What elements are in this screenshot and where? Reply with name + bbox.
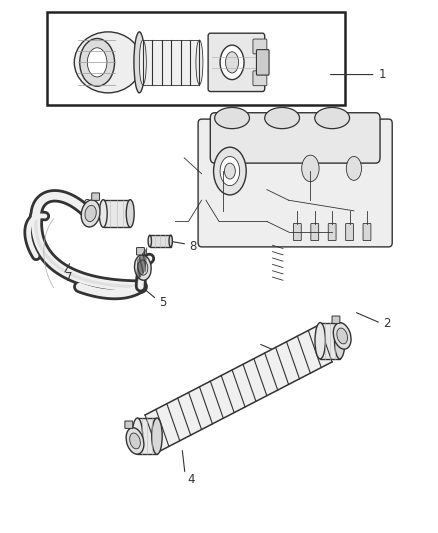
- Ellipse shape: [148, 235, 152, 247]
- Text: 1: 1: [378, 68, 386, 81]
- FancyBboxPatch shape: [137, 247, 145, 255]
- Bar: [47, 12, 345, 105]
- Ellipse shape: [346, 157, 361, 180]
- Ellipse shape: [333, 323, 351, 349]
- FancyBboxPatch shape: [346, 223, 353, 240]
- Bar: [150, 235, 171, 247]
- Ellipse shape: [99, 200, 107, 227]
- Ellipse shape: [315, 322, 325, 359]
- Ellipse shape: [87, 48, 107, 77]
- Ellipse shape: [80, 38, 115, 86]
- FancyBboxPatch shape: [210, 113, 380, 163]
- Ellipse shape: [196, 40, 203, 85]
- Ellipse shape: [74, 32, 142, 93]
- FancyBboxPatch shape: [208, 33, 265, 92]
- Text: 4: 4: [187, 473, 194, 486]
- Ellipse shape: [169, 235, 173, 247]
- FancyBboxPatch shape: [332, 316, 340, 324]
- FancyBboxPatch shape: [125, 421, 133, 429]
- Ellipse shape: [139, 40, 146, 85]
- Ellipse shape: [302, 155, 319, 182]
- FancyBboxPatch shape: [293, 223, 301, 240]
- Ellipse shape: [215, 108, 250, 128]
- Ellipse shape: [134, 32, 145, 93]
- Polygon shape: [145, 325, 332, 452]
- FancyBboxPatch shape: [92, 193, 99, 200]
- Text: 6: 6: [82, 198, 90, 211]
- Ellipse shape: [265, 108, 300, 128]
- Ellipse shape: [337, 328, 347, 344]
- Ellipse shape: [126, 200, 134, 227]
- FancyBboxPatch shape: [253, 71, 267, 86]
- Ellipse shape: [220, 45, 244, 79]
- Ellipse shape: [226, 52, 239, 73]
- Bar: [320, 322, 340, 359]
- FancyBboxPatch shape: [311, 223, 319, 240]
- Ellipse shape: [335, 322, 345, 359]
- Bar: [138, 418, 157, 454]
- Text: 2: 2: [383, 317, 390, 330]
- Ellipse shape: [85, 205, 96, 222]
- Ellipse shape: [134, 255, 151, 280]
- Ellipse shape: [81, 200, 100, 227]
- Bar: [103, 200, 130, 227]
- FancyBboxPatch shape: [253, 39, 267, 54]
- Ellipse shape: [220, 157, 240, 185]
- Text: 8: 8: [189, 240, 197, 253]
- FancyBboxPatch shape: [256, 50, 269, 75]
- Ellipse shape: [152, 418, 162, 454]
- FancyBboxPatch shape: [363, 223, 371, 240]
- Text: 7: 7: [65, 271, 73, 284]
- Text: 3: 3: [285, 351, 292, 364]
- Ellipse shape: [315, 108, 350, 128]
- Ellipse shape: [224, 163, 235, 179]
- Ellipse shape: [130, 433, 140, 449]
- Ellipse shape: [132, 418, 143, 454]
- Ellipse shape: [126, 428, 144, 454]
- Ellipse shape: [138, 260, 148, 275]
- FancyBboxPatch shape: [328, 223, 336, 240]
- Ellipse shape: [214, 147, 246, 195]
- FancyBboxPatch shape: [198, 119, 392, 247]
- Text: 5: 5: [159, 295, 166, 309]
